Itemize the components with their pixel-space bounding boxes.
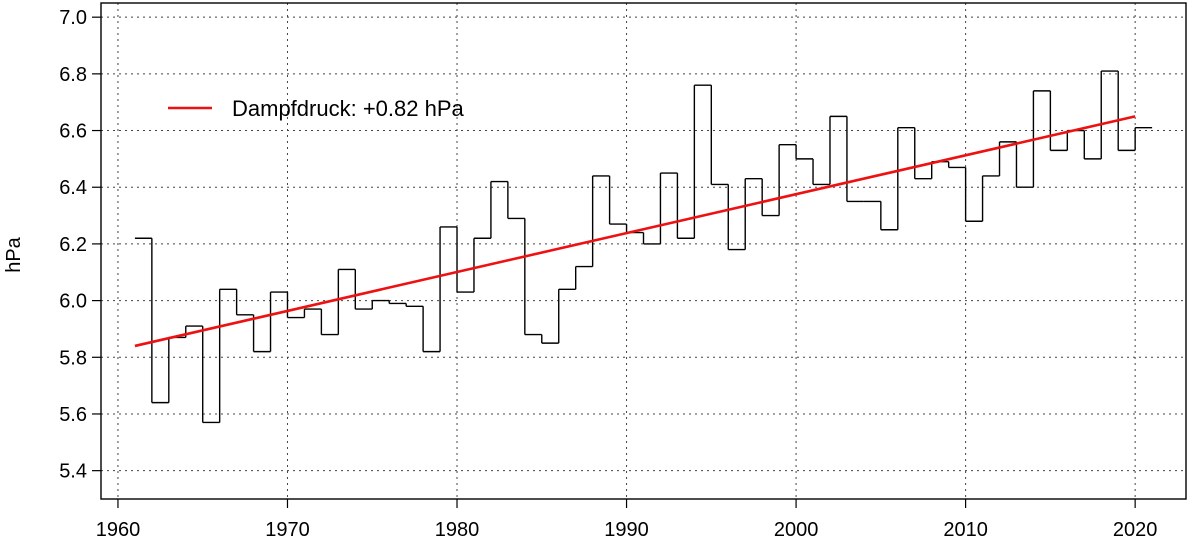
grid bbox=[101, 3, 1186, 499]
y-tick-label: 6.8 bbox=[59, 64, 87, 86]
y-tick-label: 5.6 bbox=[59, 404, 87, 426]
y-tick-label: 6.6 bbox=[59, 121, 87, 143]
y-tick-label: 5.8 bbox=[59, 347, 87, 369]
legend: Dampfdruck: +0.82 hPa bbox=[168, 96, 465, 121]
x-tick-label: 1990 bbox=[604, 519, 649, 541]
series-annual-values bbox=[134, 70, 1153, 424]
plot-area bbox=[134, 70, 1153, 424]
x-tick-label: 1960 bbox=[96, 519, 141, 541]
legend-label-trend: Dampfdruck: +0.82 hPa bbox=[232, 96, 465, 121]
x-tick-label: 2020 bbox=[1113, 519, 1158, 541]
x-tick-label: 2010 bbox=[943, 519, 988, 541]
y-tick-label: 6.0 bbox=[59, 291, 87, 313]
x-axis: 1960 1970 1980 1990 2000 2010 2020 bbox=[96, 499, 1158, 541]
x-tick-label: 2000 bbox=[774, 519, 819, 541]
x-tick-label: 1980 bbox=[435, 519, 480, 541]
y-tick-label: 7.0 bbox=[59, 7, 87, 29]
y-axis-label: hPa bbox=[3, 236, 25, 272]
y-tick-label: 6.2 bbox=[59, 234, 87, 256]
plot-frame bbox=[100, 2, 1187, 500]
y-tick-label: 6.4 bbox=[59, 177, 87, 199]
y-axis: 5.4 5.6 5.8 6.0 6.2 6.4 6.6 6.8 7.0 bbox=[59, 7, 101, 483]
y-tick-label: 5.4 bbox=[59, 461, 87, 483]
trend-line bbox=[134, 115, 1136, 348]
x-tick-label: 1970 bbox=[265, 519, 310, 541]
